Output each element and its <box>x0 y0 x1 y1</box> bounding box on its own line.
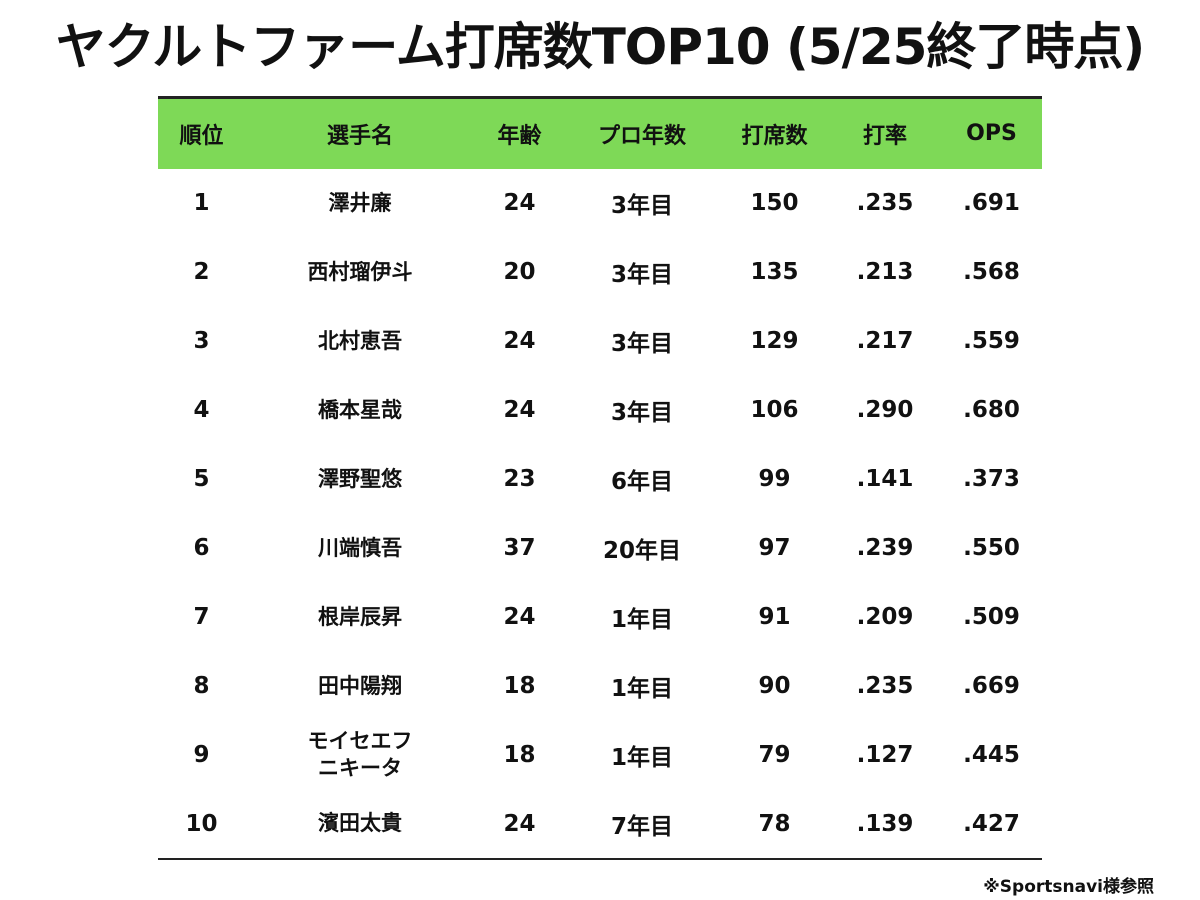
pro-years-cell: 1年目 <box>610 607 673 633</box>
header-ops: OPS <box>941 96 1042 169</box>
age-cell: 23 <box>503 466 536 492</box>
batting-average-cell: .209 <box>856 604 914 630</box>
table-row: 1 澤井廉 24 3年目 150 .235 .691 <box>158 169 1042 238</box>
table-row: 10 濱田太貴 24 7年目 78 .139 .427 <box>158 789 1042 860</box>
table-row: 5 澤野聖悠 23 6年目 99 .141 .373 <box>158 445 1042 514</box>
ops-cell: .680 <box>963 397 1020 423</box>
batting-average-cell: .139 <box>829 789 941 860</box>
header-age: 年齢 <box>475 96 564 169</box>
plate-appearances-cell: 129 <box>750 328 799 354</box>
age-cell: 20 <box>503 259 536 285</box>
plate-appearances-cell: 97 <box>758 535 791 561</box>
ops-cell: .445 <box>963 742 1020 768</box>
age-cell: 37 <box>503 535 536 561</box>
rank-cell: 9 <box>193 742 210 768</box>
player-name-cell: 澤野聖悠 <box>318 466 402 491</box>
plate-appearances-cell: 90 <box>758 673 791 699</box>
pro-years-cell: 3年目 <box>610 262 673 288</box>
pro-years-cell: 6年目 <box>610 469 673 495</box>
table-row: 9 モイセエフ ニキータ 18 1年目 79 .127 .445 <box>158 721 1042 790</box>
header-batting-average: 打率 <box>829 96 941 169</box>
header-pro-years: プロ年数 <box>564 96 720 169</box>
pro-years-cell: 1年目 <box>610 745 673 771</box>
player-name-cell: 北村恵吾 <box>318 328 402 353</box>
age-cell: 24 <box>475 789 564 860</box>
plate-appearances-cell: 150 <box>750 190 799 216</box>
table-row: 7 根岸辰昇 24 1年目 91 .209 .509 <box>158 583 1042 652</box>
rank-cell: 7 <box>193 604 210 630</box>
rank-cell: 6 <box>193 535 210 561</box>
rank-cell: 5 <box>193 466 210 492</box>
batting-average-cell: .290 <box>856 397 914 423</box>
plate-appearances-cell: 79 <box>758 742 791 768</box>
rank-cell: 2 <box>193 259 210 285</box>
rank-cell: 8 <box>193 673 210 699</box>
player-name-cell: 根岸辰昇 <box>318 604 402 629</box>
ranking-table: 順位 選手名 年齢 プロ年数 打席数 打率 OPS 1 澤井廉 24 3年目 1… <box>158 96 1042 860</box>
header-player-name: 選手名 <box>245 96 475 169</box>
pro-years-cell: 3年目 <box>610 331 673 357</box>
batting-average-cell: .141 <box>856 466 914 492</box>
header-plate-appearances: 打席数 <box>720 96 829 169</box>
plate-appearances-cell: 106 <box>750 397 799 423</box>
table-row: 6 川端慎吾 37 20年目 97 .239 .550 <box>158 514 1042 583</box>
pro-years-cell: 7年目 <box>564 789 720 860</box>
player-name-cell: 田中陽翔 <box>318 673 402 698</box>
batting-average-cell: .213 <box>856 259 914 285</box>
player-name-cell: モイセエフ ニキータ <box>307 729 413 780</box>
table-header-row: 順位 選手名 年齢 プロ年数 打席数 打率 OPS <box>158 96 1042 169</box>
plate-appearances-cell: 99 <box>758 466 791 492</box>
header-rank: 順位 <box>158 96 245 169</box>
age-cell: 24 <box>503 397 536 423</box>
ops-cell: .373 <box>963 466 1020 492</box>
age-cell: 24 <box>503 190 536 216</box>
rank-cell: 10 <box>158 789 245 860</box>
rank-cell: 3 <box>193 328 210 354</box>
batting-average-cell: .127 <box>856 742 914 768</box>
plate-appearances-cell: 135 <box>750 259 799 285</box>
ops-cell: .568 <box>963 259 1020 285</box>
ops-cell: .669 <box>963 673 1020 699</box>
age-cell: 18 <box>503 673 536 699</box>
plate-appearances-cell: 91 <box>758 604 791 630</box>
batting-average-cell: .235 <box>856 190 914 216</box>
player-name-cell: 澤井廉 <box>328 190 392 215</box>
batting-average-cell: .217 <box>856 328 914 354</box>
pro-years-cell: 3年目 <box>610 400 673 426</box>
page-title: ヤクルトファーム打席数TOP10 (5/25終了時点) <box>55 18 1146 76</box>
rank-cell: 4 <box>193 397 210 423</box>
player-name-cell: 濱田太貴 <box>245 789 475 860</box>
ops-cell: .559 <box>963 328 1020 354</box>
plate-appearances-cell: 78 <box>720 789 829 860</box>
ops-cell: .691 <box>963 190 1020 216</box>
source-note: ※Sportsnavi様参照 <box>983 877 1154 897</box>
age-cell: 18 <box>503 742 536 768</box>
batting-average-cell: .239 <box>856 535 914 561</box>
ops-cell: .509 <box>963 604 1020 630</box>
table-row: 3 北村恵吾 24 3年目 129 .217 .559 <box>158 307 1042 376</box>
player-name-cell: 川端慎吾 <box>318 535 402 560</box>
player-name-cell: 西村瑠伊斗 <box>307 259 413 284</box>
table-row: 4 橋本星哉 24 3年目 106 .290 .680 <box>158 376 1042 445</box>
batting-average-cell: .235 <box>856 673 914 699</box>
player-name-cell: 橋本星哉 <box>318 397 402 422</box>
age-cell: 24 <box>503 604 536 630</box>
pro-years-cell: 3年目 <box>610 193 673 219</box>
age-cell: 24 <box>503 328 536 354</box>
rank-cell: 1 <box>193 190 210 216</box>
ops-cell: .427 <box>941 789 1042 860</box>
table-row: 8 田中陽翔 18 1年目 90 .235 .669 <box>158 652 1042 721</box>
pro-years-cell: 1年目 <box>610 676 673 702</box>
table-row: 2 西村瑠伊斗 20 3年目 135 .213 .568 <box>158 238 1042 307</box>
pro-years-cell: 20年目 <box>602 538 681 564</box>
ops-cell: .550 <box>963 535 1020 561</box>
